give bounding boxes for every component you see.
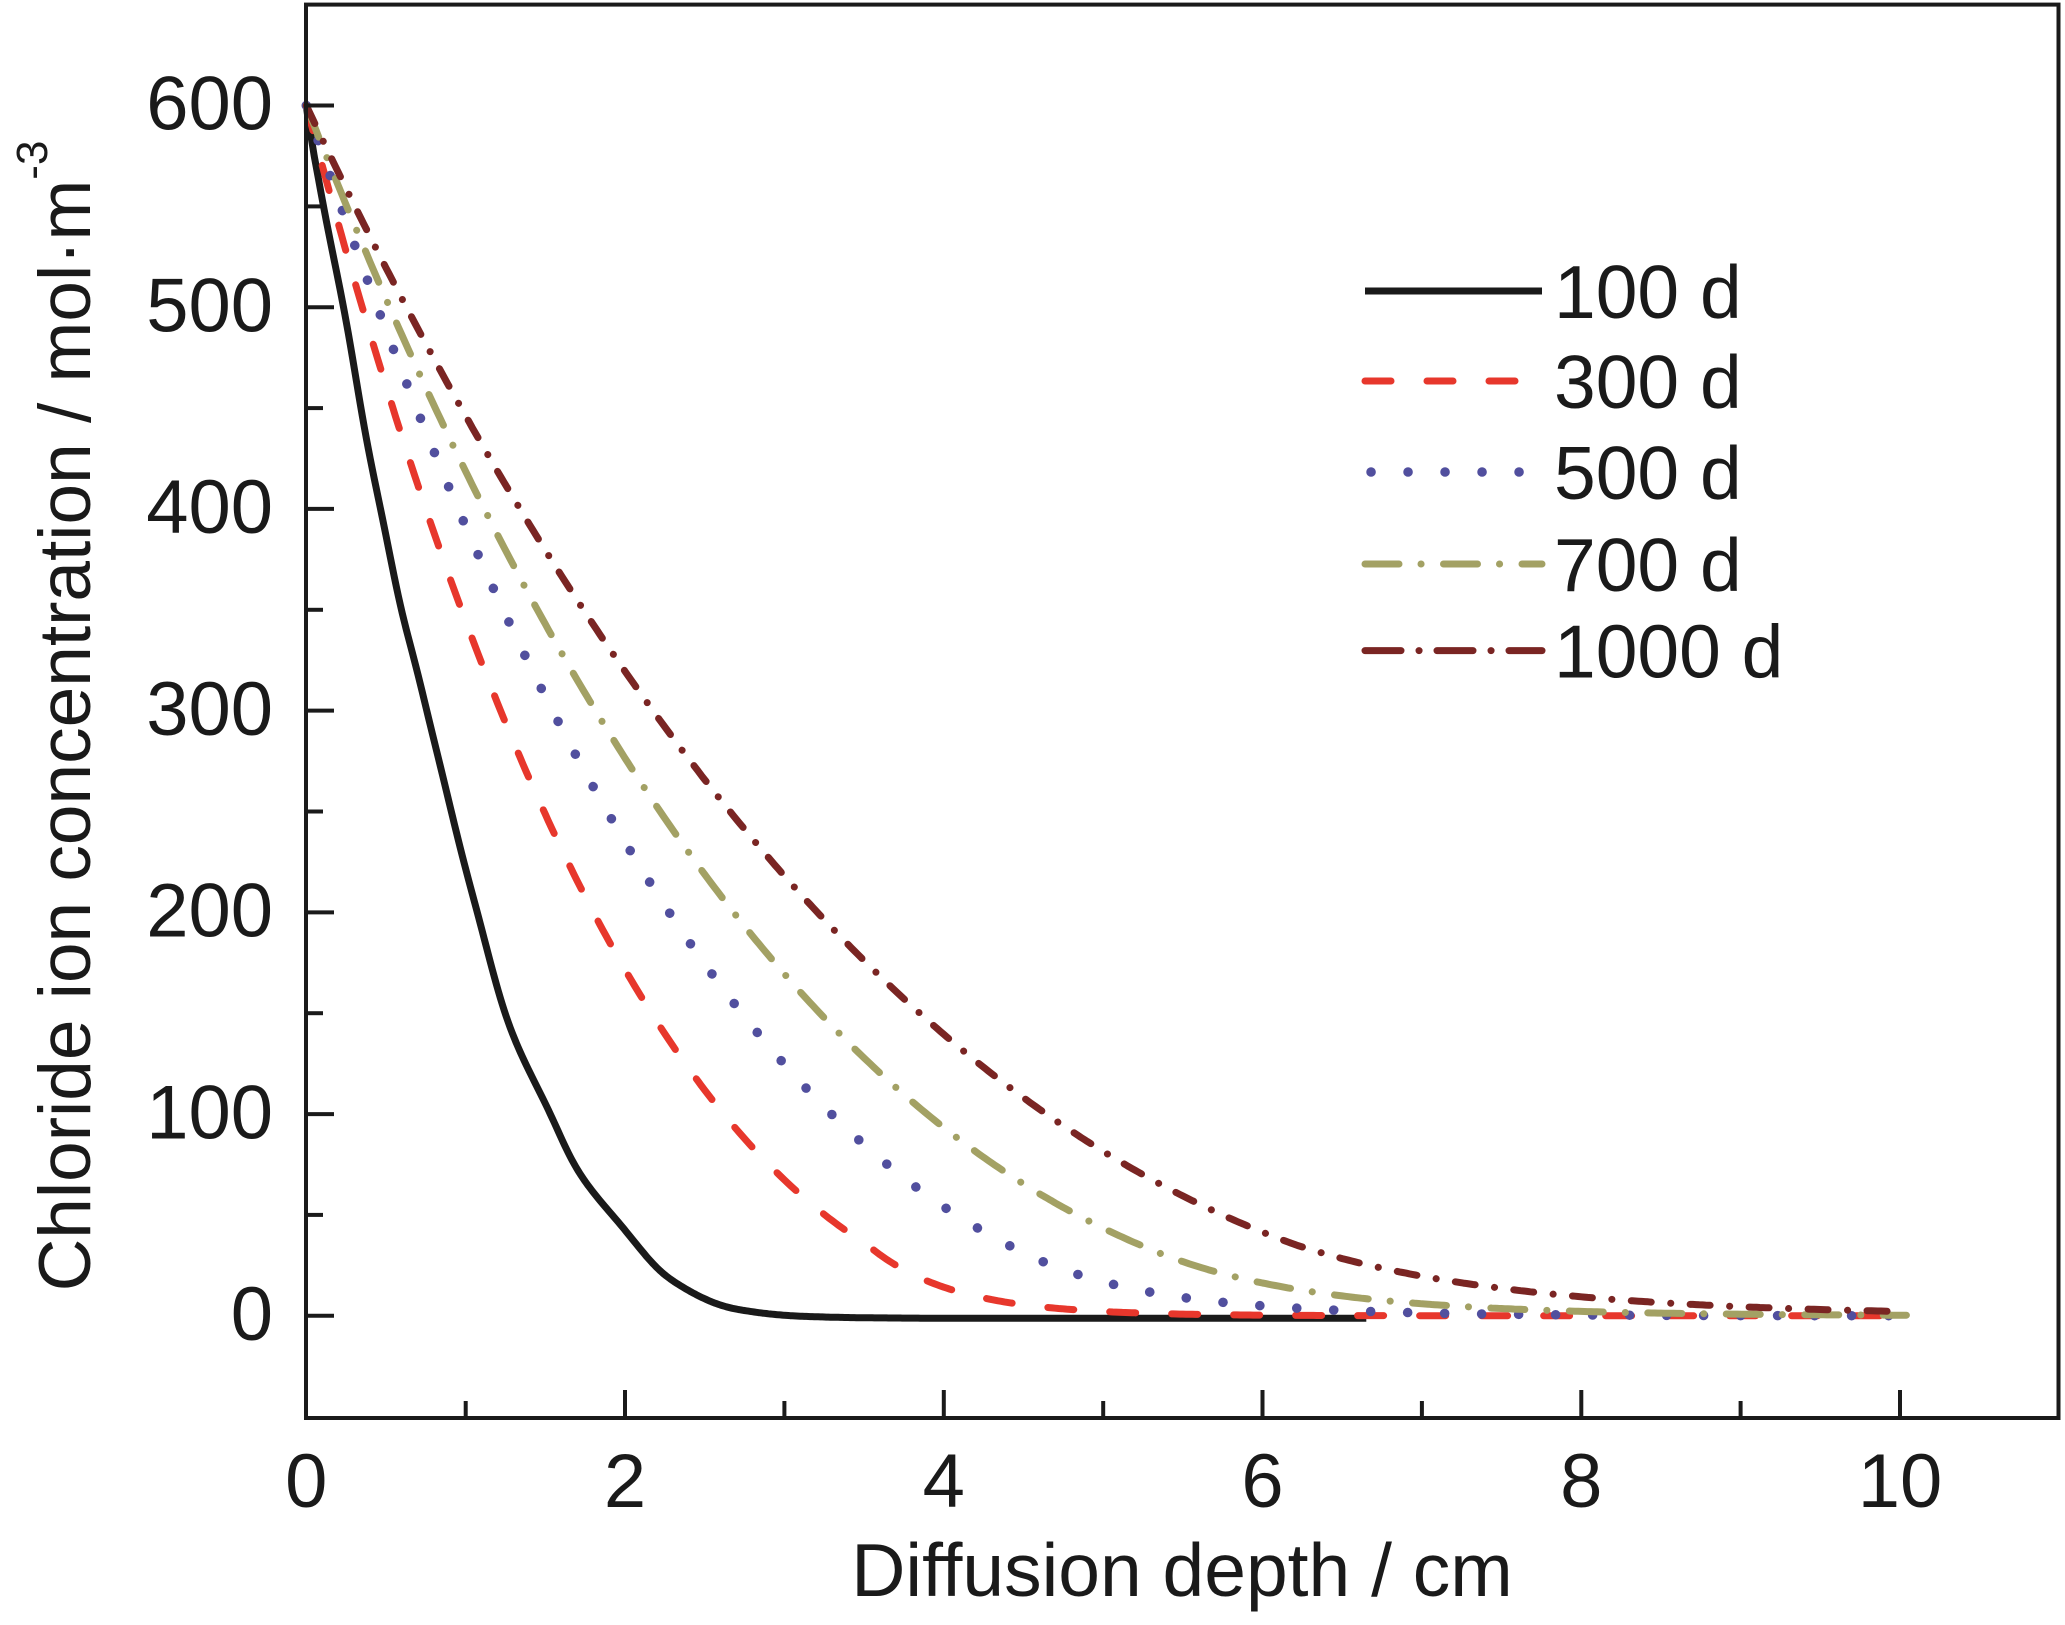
svg-text:1000 d: 1000 d [1554,610,1783,694]
svg-text:6: 6 [1241,1439,1283,1524]
svg-text:500: 500 [146,263,273,348]
svg-text:300 d: 300 d [1554,340,1742,424]
svg-text:600: 600 [146,62,273,147]
svg-text:100: 100 [146,1070,273,1155]
svg-text:8: 8 [1560,1439,1602,1524]
svg-text:500 d: 500 d [1554,431,1742,515]
svg-text:Chloride ion concentration / m: Chloride ion concentration / mol·m-3 [8,141,106,1292]
svg-text:100 d: 100 d [1554,250,1742,334]
svg-text:300: 300 [146,667,273,752]
svg-text:400: 400 [146,465,273,550]
svg-text:0: 0 [285,1439,327,1524]
svg-text:200: 200 [146,869,273,954]
svg-text:Diffusion depth / cm: Diffusion depth / cm [851,1528,1512,1612]
svg-text:4: 4 [923,1439,965,1524]
svg-text:10: 10 [1858,1439,1943,1524]
svg-text:700 d: 700 d [1554,523,1742,607]
svg-text:0: 0 [231,1272,273,1357]
svg-text:2: 2 [604,1439,646,1524]
